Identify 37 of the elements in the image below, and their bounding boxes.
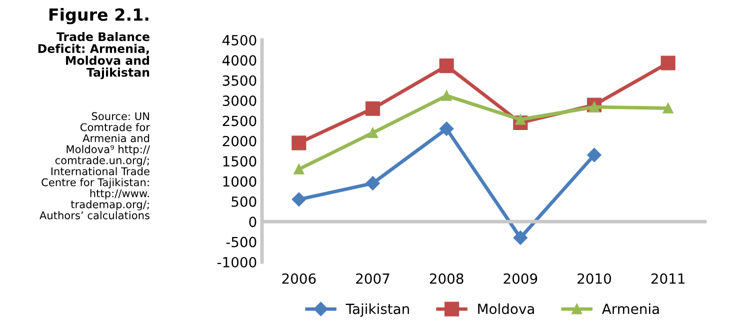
point (441, 90, 452, 101)
y-tick-label: 4500 (222, 34, 256, 46)
y-tick-label: 3500 (222, 75, 256, 86)
y-tick-label: 1000 (223, 176, 256, 187)
point (439, 58, 454, 74)
x-tick-label: 2006 (282, 273, 316, 284)
point (366, 176, 380, 190)
y-tick-label: 500 (232, 196, 256, 207)
point (292, 192, 306, 207)
y-tick-label: -500 (226, 236, 256, 248)
y-tick-label: -1000 (217, 256, 256, 268)
x-tick-label: 2010 (578, 273, 611, 284)
point (365, 101, 380, 116)
legend-label: Armenia (602, 303, 659, 314)
x-tick-label: 2011 (651, 273, 684, 284)
x-tick-label: 2007 (356, 273, 390, 284)
legend-label: Moldova (478, 303, 534, 314)
point (292, 136, 306, 150)
legend-label: Tajikistan (346, 303, 409, 317)
point (440, 122, 454, 136)
point (294, 164, 304, 174)
text: Source: UN Comtrade for Armenia and Moldova⁹ http:// comtrade.un.org/; International Trade Centre for Tajikistan: http://www. trademap.org/; Authors’ calculations (40, 112, 150, 220)
y-tick-label: 1500 (223, 156, 256, 167)
text: Figure 2.1. (49, 8, 148, 24)
point (662, 103, 674, 114)
y-tick-label: 3000 (222, 96, 256, 106)
point (587, 148, 602, 162)
text: Trade Balance Deficit: Armenia, Moldova and Tajikistan (38, 32, 150, 80)
y-tick-label: 0 (249, 216, 256, 228)
point (513, 230, 528, 245)
x-tick-label: 2009 (504, 273, 538, 284)
x-tick-label: 2008 (430, 273, 464, 284)
y-tick-label: 2000 (222, 136, 256, 146)
point (660, 56, 676, 70)
point (368, 128, 378, 138)
y-tick-label: 4000 (222, 55, 256, 66)
y-tick-label: 2500 (222, 116, 256, 126)
